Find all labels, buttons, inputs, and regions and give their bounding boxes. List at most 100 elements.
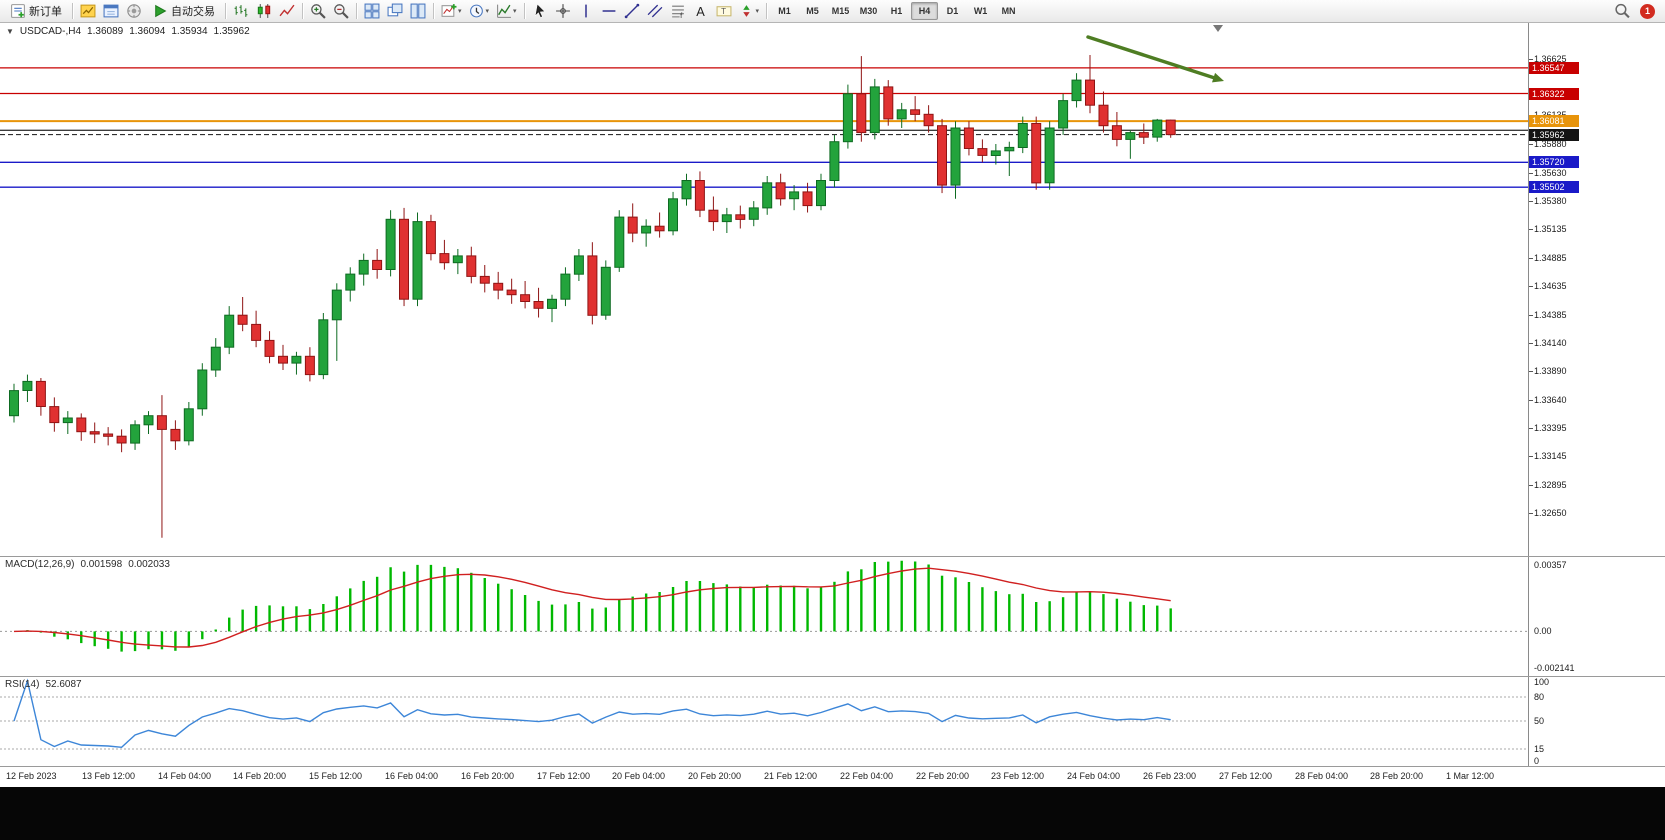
- crosshair-button[interactable]: [552, 1, 574, 21]
- cursor-button[interactable]: [529, 1, 551, 21]
- time-label: 27 Feb 12:00: [1219, 771, 1273, 781]
- equidistant-channel-button[interactable]: [644, 1, 666, 21]
- one-click-collapse-icon[interactable]: ▼: [6, 27, 14, 36]
- rsi-label: RSI(14): [5, 679, 40, 690]
- price-tick: 1.32650: [1534, 508, 1567, 518]
- data-window-button[interactable]: [100, 1, 122, 21]
- crosshair-icon: [555, 3, 571, 19]
- price-tick: 1.35630: [1534, 168, 1567, 178]
- timeframe-h4-button[interactable]: H4: [911, 2, 939, 20]
- timeframe-h1-button[interactable]: H1: [883, 2, 910, 20]
- price-tick: 1.33640: [1534, 395, 1567, 405]
- level-price-label: 1.35720: [1529, 156, 1579, 168]
- market-watch-button[interactable]: [77, 1, 99, 21]
- time-axis[interactable]: 12 Feb 2023 13 Feb 12:00 14 Feb 04:00 14 Fe…: [0, 766, 1665, 788]
- line-chart-button[interactable]: [276, 1, 298, 21]
- zoom-out-button[interactable]: [330, 1, 352, 21]
- price-tick: 1.33395: [1534, 423, 1567, 433]
- cursor-icon: [532, 3, 548, 19]
- rsi-plot[interactable]: [0, 677, 1528, 766]
- time-label: 20 Feb 04:00: [612, 771, 666, 781]
- dropdown-caret-icon: ▾: [485, 8, 490, 15]
- indicators-button[interactable]: ▾: [493, 1, 520, 21]
- tile-vertical-icon: [410, 3, 426, 19]
- dropdown-caret-icon: ▾: [513, 8, 517, 15]
- macd-axis-tick: -0.002141: [1534, 663, 1575, 673]
- search-button[interactable]: [1611, 1, 1633, 21]
- text-icon: A: [693, 3, 709, 19]
- arrows-icon: [739, 3, 755, 19]
- rsi-axis-tick: 0: [1534, 756, 1540, 766]
- zoom-group: [307, 1, 352, 21]
- bar-chart-button[interactable]: [230, 1, 252, 21]
- level-price-label: 1.35502: [1529, 181, 1579, 193]
- price-tick: 1.34140: [1534, 338, 1567, 348]
- new-chart-button[interactable]: ▾: [438, 1, 465, 21]
- period-button[interactable]: ▾: [466, 1, 493, 21]
- period-icon: [469, 3, 485, 19]
- timeframe-m1-button[interactable]: M1: [771, 2, 798, 20]
- cascade-windows-icon: [387, 3, 403, 19]
- price-tick: 1.35380: [1534, 196, 1567, 206]
- macd-axis[interactable]: 0.00357 0.00 -0.002141: [1528, 557, 1665, 677]
- new-order-label: 新订单: [29, 6, 62, 18]
- toolbar-separator: [433, 3, 434, 19]
- trendline-button[interactable]: [621, 1, 643, 21]
- rsi-label-row: RSI(14) 52.6087: [5, 679, 82, 690]
- cascade-windows-button[interactable]: [384, 1, 406, 21]
- candlestick-chart-button[interactable]: [253, 1, 275, 21]
- rsi-axis-tick: 80: [1534, 692, 1545, 702]
- timeframe-m15-button[interactable]: M15: [827, 2, 854, 20]
- zoom-out-icon: [333, 3, 349, 19]
- toolbar-separator: [302, 3, 303, 19]
- level-price-label: 1.36081: [1529, 115, 1579, 127]
- timeframe-m30-button[interactable]: M30: [855, 2, 882, 20]
- time-label: 28 Feb 04:00: [1295, 771, 1349, 781]
- macd-plot[interactable]: [0, 557, 1528, 676]
- timeframe-w1-button[interactable]: W1: [967, 2, 994, 20]
- time-label: 22 Feb 20:00: [916, 771, 970, 781]
- fibonacci-button[interactable]: f: [667, 1, 689, 21]
- quick-access-group: [77, 1, 145, 21]
- indicators-icon: [496, 3, 512, 19]
- price-chart-panel: ▼ USDCAD-,H4 1.36089 1.36094 1.35934 1.3…: [0, 23, 1665, 556]
- notification-badge[interactable]: 1: [1640, 3, 1655, 19]
- level-price-label: 1.36547: [1529, 62, 1579, 74]
- price-chart[interactable]: [0, 23, 1528, 556]
- rsi-value: 52.6087: [45, 679, 82, 690]
- macd-axis-tick: 0.00: [1534, 626, 1552, 637]
- arrows-button[interactable]: ▾: [736, 1, 763, 21]
- toolbar-separator: [523, 3, 525, 19]
- macd-label-row: MACD(12,26,9) 0.001598 0.002033: [5, 559, 170, 570]
- timeframe-mn-button[interactable]: MN: [995, 2, 1022, 20]
- navigator-button[interactable]: [123, 1, 145, 21]
- timeframe-m5-button[interactable]: M5: [799, 2, 826, 20]
- timeframe-d1-button[interactable]: D1: [939, 2, 966, 20]
- zoom-in-button[interactable]: [307, 1, 329, 21]
- toolbar-separator: [356, 3, 357, 19]
- rsi-axis-tick: 100: [1534, 677, 1550, 687]
- rsi-axis-tick: 50: [1534, 716, 1545, 726]
- new-order-icon: [10, 3, 26, 19]
- tile-windows-button[interactable]: [361, 1, 383, 21]
- price-tick: 1.35135: [1534, 224, 1567, 234]
- text-button[interactable]: A: [690, 1, 712, 21]
- text-label-icon: T: [716, 3, 732, 19]
- new-order-button[interactable]: 新订单: [4, 1, 68, 21]
- chart-ohlc-label: ▼ USDCAD-,H4 1.36089 1.36094 1.35934 1.3…: [6, 26, 250, 37]
- vertical-line-icon: [578, 3, 594, 19]
- time-label: 20 Feb 20:00: [688, 771, 742, 781]
- text-label-button[interactable]: T: [713, 1, 735, 21]
- auto-trading-button[interactable]: 自动交易: [146, 1, 221, 21]
- price-axis[interactable]: 1.366251.361351.358801.356301.353801.351…: [1528, 23, 1665, 556]
- tile-vertical-button[interactable]: [407, 1, 429, 21]
- svg-text:f: f: [680, 11, 683, 19]
- price-tick: 1.35880: [1534, 139, 1567, 149]
- current-price-label: 1.35962: [1529, 129, 1579, 141]
- rsi-axis[interactable]: 100 80 50 15 0: [1528, 677, 1665, 767]
- vertical-line-button[interactable]: [575, 1, 597, 21]
- market-watch-icon: [80, 3, 96, 19]
- drawing-tools-group: f A T ▾: [529, 1, 763, 21]
- time-label: 16 Feb 20:00: [461, 771, 515, 781]
- horizontal-line-button[interactable]: [598, 1, 620, 21]
